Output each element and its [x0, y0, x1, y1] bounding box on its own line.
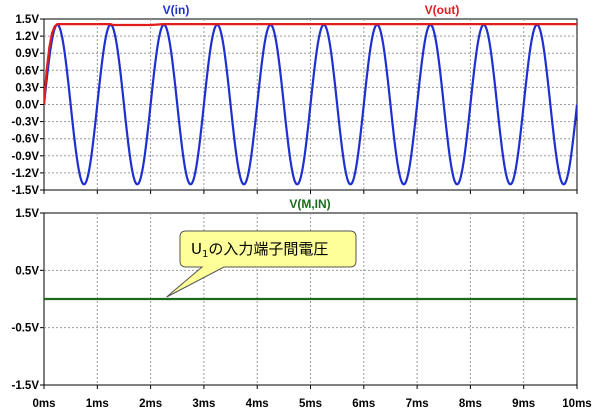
bottom-ytick-label: -0.5V [12, 323, 40, 335]
top-ytick-label: 0.3V [15, 82, 39, 94]
legend-vmin: V(M,IN) [289, 197, 330, 211]
top-ytick-label: -1.5V [12, 185, 40, 197]
top-series-line-1 [44, 23, 577, 105]
xtick-label: 4ms [246, 398, 269, 410]
top-ytick-label: 1.5V [15, 14, 39, 26]
xtick-label: 0ms [32, 398, 55, 410]
top-ytick-label: -0.6V [12, 134, 40, 146]
xtick-label: 5ms [299, 398, 322, 410]
top-series-line-0 [44, 23, 577, 186]
bottom-ytick-label: 0.5V [15, 265, 39, 277]
top-ytick-label: 0.9V [15, 48, 39, 60]
top-ytick-label: -1.2V [12, 168, 40, 180]
xtick-label: 6ms [352, 398, 375, 410]
bottom-ytick-label: 1.5V [15, 208, 39, 220]
bottom-panel: 1.5V 0.5V -0.5V -1.5V 0ms 1ms 2ms 3ms 4ms 5ms 6ms 7… [12, 197, 592, 410]
top-panel: 1.5V 1.2V 0.9V 0.6V 0.3V 0.0V -0.3V -0.6V -0.9V -… [12, 3, 578, 197]
xtick-label: 10ms [562, 398, 591, 410]
top-ytick-label: 0.0V [15, 100, 39, 112]
top-ytick-label: 1.2V [15, 31, 39, 43]
xtick-label: 1ms [86, 398, 109, 410]
xtick-label: 2ms [139, 398, 162, 410]
xtick-label: 3ms [192, 398, 215, 410]
xtick-label: 8ms [459, 398, 482, 410]
top-ytick-label: 0.6V [15, 65, 39, 77]
top-ytick-label: -0.9V [12, 151, 40, 163]
xtick-label: 7ms [406, 398, 429, 410]
xtick-label: 9ms [512, 398, 535, 410]
legend-vout: V(out) [425, 3, 460, 17]
bottom-ytick-label: -1.5V [12, 380, 40, 392]
callout-text: U1の入力端子間電圧 [191, 240, 328, 260]
legend-vin: V(in) [163, 3, 190, 17]
callout-bubble [166, 230, 357, 298]
top-ytick-label: -0.3V [12, 117, 40, 129]
